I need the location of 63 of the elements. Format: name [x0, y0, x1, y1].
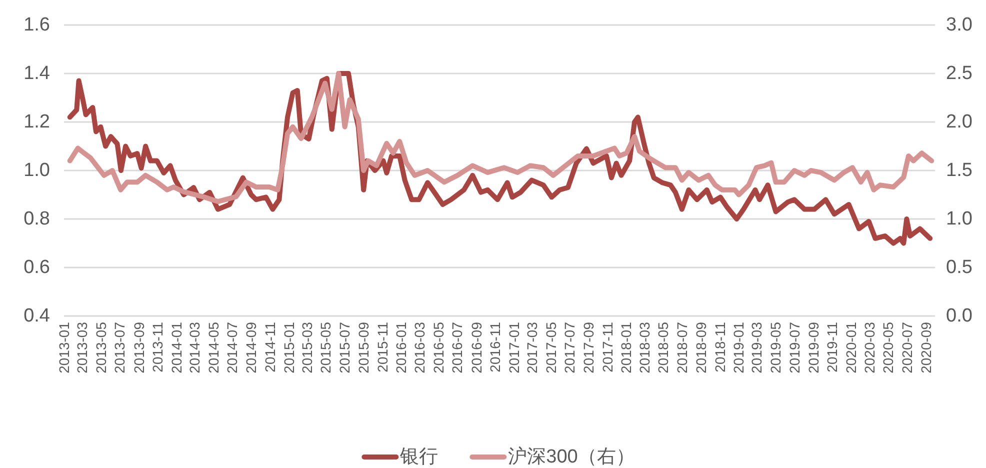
x-tick-label: 2020-07 — [898, 322, 915, 374]
x-tick-label: 2015-05 — [318, 322, 334, 374]
y-tick-label: 0.4 — [24, 306, 50, 326]
legend-label: 银行 — [399, 446, 438, 468]
x-tick-label: 2019-11 — [824, 322, 840, 372]
y-tick-label: 0.8 — [24, 208, 50, 230]
x-tick-label: 2016-03 — [412, 322, 428, 374]
y2-tick-label: 2.0 — [946, 112, 972, 132]
x-tick-label: 2019-01 — [730, 322, 747, 374]
x-tick-label: 2020-09 — [918, 322, 934, 374]
x-tick-label: 2013-09 — [130, 322, 147, 374]
y2-tick-label: 1.0 — [946, 208, 972, 230]
x-tick-label: 2018-07 — [674, 322, 690, 374]
y2-tick-label: 2.5 — [946, 63, 972, 84]
x-tick-label: 2013-05 — [92, 322, 109, 374]
x-tick-label: 2016-07 — [449, 322, 466, 374]
x-tick-label: 2019-07 — [786, 322, 802, 374]
x-tick-label: 2018-11 — [712, 322, 728, 372]
x-tick-label: 2014-09 — [243, 322, 260, 374]
x-tick-label: 2014-07 — [224, 322, 240, 374]
x-tick-label: 2018-03 — [636, 322, 652, 374]
x-tick-label: 2018-09 — [693, 322, 710, 374]
x-tick-label: 2017-07 — [562, 322, 578, 374]
x-tick-label: 2017-01 — [506, 322, 522, 374]
x-tick-label: 2019-05 — [768, 322, 784, 374]
x-tick-label: 2015-01 — [280, 322, 297, 374]
x-tick-label: 2019-09 — [805, 322, 822, 374]
x-tick-label: 2020-01 — [842, 322, 859, 374]
x-tick-label: 2013-03 — [74, 322, 90, 374]
legend-label: 沪深300（右） — [508, 446, 635, 468]
x-tick-label: 2015-07 — [336, 322, 352, 374]
x-tick-label: 2015-11 — [374, 322, 390, 372]
x-tick-label: 2016-11 — [487, 322, 504, 372]
y-tick-label: 1.2 — [24, 112, 50, 132]
x-tick-label: 2013-01 — [56, 322, 72, 374]
y2-tick-label: 0.0 — [946, 306, 972, 326]
x-tick-label: 2018-01 — [618, 322, 634, 374]
x-tick-label: 2016-05 — [430, 322, 446, 374]
x-tick-label: 2015-03 — [298, 322, 315, 374]
x-tick-label: 2019-03 — [748, 322, 765, 374]
x-tick-label: 2017-03 — [524, 322, 540, 374]
y2-tick-label: 0.5 — [946, 257, 972, 278]
x-tick-label: 2015-09 — [356, 322, 372, 374]
y2-tick-label: 3.0 — [946, 14, 972, 36]
y-tick-label: 1.4 — [24, 63, 50, 84]
x-tick-label: 2016-09 — [468, 322, 484, 374]
y-tick-label: 1.6 — [24, 14, 50, 36]
x-tick-label: 2017-09 — [580, 322, 597, 374]
x-tick-label: 2014-05 — [205, 322, 222, 374]
y2-tick-label: 1.5 — [946, 160, 972, 181]
x-tick-label: 2014-03 — [186, 322, 203, 374]
x-tick-label: 2020-05 — [880, 322, 896, 374]
y-tick-label: 1.0 — [24, 160, 50, 181]
x-tick-label: 2013-07 — [112, 322, 128, 374]
y-tick-label: 0.6 — [24, 257, 50, 278]
x-tick-label: 2014-01 — [168, 322, 184, 374]
x-tick-label: 2020-03 — [861, 322, 878, 374]
x-tick-label: 2018-05 — [655, 322, 672, 374]
x-tick-label: 2017-11 — [599, 322, 616, 372]
x-tick-label: 2014-11 — [262, 322, 278, 372]
x-tick-label: 2017-05 — [542, 322, 559, 374]
x-tick-label: 2016-01 — [393, 322, 410, 374]
x-tick-label: 2013-11 — [150, 322, 166, 372]
